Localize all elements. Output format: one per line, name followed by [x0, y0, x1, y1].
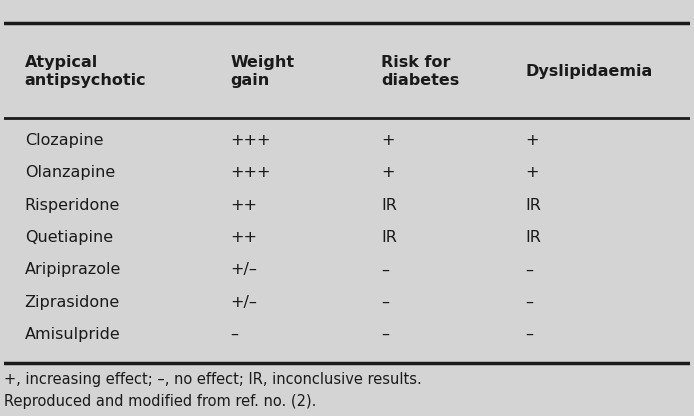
Text: –: – [525, 327, 533, 342]
Text: +++: +++ [230, 133, 271, 148]
Text: Clozapine: Clozapine [25, 133, 103, 148]
Text: –: – [381, 327, 389, 342]
Text: IR: IR [525, 198, 541, 213]
Text: IR: IR [381, 230, 397, 245]
Text: Olanzapine: Olanzapine [25, 166, 115, 181]
Text: Aripiprazole: Aripiprazole [25, 262, 121, 277]
Text: Amisulpride: Amisulpride [25, 327, 121, 342]
Text: +, increasing effect; –, no effect; IR, inconclusive results.: +, increasing effect; –, no effect; IR, … [4, 372, 422, 387]
Text: –: – [230, 327, 239, 342]
Text: +: + [525, 133, 539, 148]
Text: +: + [525, 166, 539, 181]
Text: +/–: +/– [230, 262, 257, 277]
Text: ++: ++ [230, 230, 257, 245]
Text: Ziprasidone: Ziprasidone [25, 295, 120, 310]
Text: +++: +++ [230, 166, 271, 181]
Text: Reproduced and modified from ref. no. (2).: Reproduced and modified from ref. no. (2… [4, 394, 316, 409]
Text: Atypical
antipsychotic: Atypical antipsychotic [25, 55, 146, 88]
Text: –: – [381, 262, 389, 277]
Text: +/–: +/– [230, 295, 257, 310]
Text: Risperidone: Risperidone [25, 198, 120, 213]
Text: IR: IR [381, 198, 397, 213]
Text: Risk for
diabetes: Risk for diabetes [381, 55, 459, 88]
Text: IR: IR [525, 230, 541, 245]
Text: +: + [381, 133, 395, 148]
Text: –: – [525, 295, 533, 310]
Text: ++: ++ [230, 198, 257, 213]
Text: Weight
gain: Weight gain [230, 55, 294, 88]
Text: Dyslipidaemia: Dyslipidaemia [525, 64, 652, 79]
Text: –: – [525, 262, 533, 277]
Text: +: + [381, 166, 395, 181]
Text: –: – [381, 295, 389, 310]
Text: Quetiapine: Quetiapine [25, 230, 113, 245]
